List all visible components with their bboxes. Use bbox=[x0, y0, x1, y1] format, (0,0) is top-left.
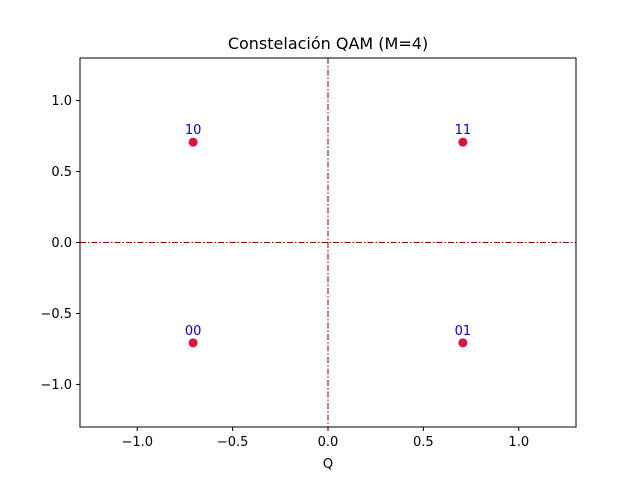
x-tick-label: 1.0 bbox=[508, 435, 529, 450]
y-tick-label: 0.0 bbox=[51, 236, 72, 251]
constellation-point bbox=[188, 137, 198, 147]
reference-lines bbox=[80, 58, 576, 427]
points-layer: 10 11 00 01 bbox=[185, 123, 472, 348]
x-axis-title: Q bbox=[323, 457, 333, 472]
x-axis: −1.0 −0.5 0.0 0.5 1.0 bbox=[121, 427, 529, 450]
point-label: 01 bbox=[455, 324, 472, 339]
x-tick-label: −1.0 bbox=[121, 435, 153, 450]
chart-title: Constelación QAM (M=4) bbox=[228, 34, 428, 53]
x-tick-label: 0.0 bbox=[318, 435, 339, 450]
x-tick-label: −0.5 bbox=[217, 435, 249, 450]
point-label: 11 bbox=[455, 123, 472, 138]
y-tick-label: 0.5 bbox=[51, 165, 72, 180]
constellation-point bbox=[188, 338, 198, 348]
y-tick-label: 1.0 bbox=[51, 94, 72, 109]
x-tick-label: 0.5 bbox=[413, 435, 434, 450]
y-axis: −1.0 −0.5 0.0 0.5 1.0 bbox=[40, 94, 80, 393]
y-tick-label: −1.0 bbox=[40, 378, 72, 393]
point-label: 00 bbox=[185, 324, 202, 339]
point-label: 10 bbox=[185, 123, 202, 138]
constellation-point bbox=[458, 338, 468, 348]
y-tick-label: −0.5 bbox=[40, 307, 72, 322]
constellation-point bbox=[458, 137, 468, 147]
